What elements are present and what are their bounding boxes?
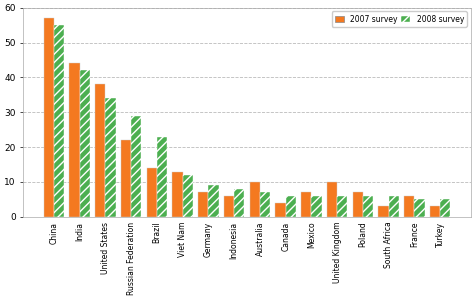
Bar xyxy=(157,137,167,217)
Bar xyxy=(105,98,116,217)
Bar xyxy=(276,203,285,217)
Bar xyxy=(121,140,131,217)
Bar xyxy=(415,199,425,217)
Bar xyxy=(440,199,450,217)
Bar xyxy=(172,172,183,217)
Bar xyxy=(95,84,105,217)
Bar xyxy=(183,175,193,217)
Bar xyxy=(250,182,260,217)
Bar xyxy=(363,196,373,217)
Bar xyxy=(80,71,90,217)
Bar xyxy=(337,196,348,217)
Bar xyxy=(285,196,296,217)
Bar xyxy=(209,185,219,217)
Bar xyxy=(430,206,440,217)
Bar xyxy=(131,116,142,217)
Bar xyxy=(147,168,157,217)
Legend: 2007 survey, 2008 survey: 2007 survey, 2008 survey xyxy=(332,11,467,27)
Bar xyxy=(54,25,64,217)
Bar xyxy=(352,193,363,217)
Bar xyxy=(301,193,312,217)
Bar xyxy=(224,196,234,217)
Bar xyxy=(379,206,389,217)
Bar xyxy=(234,189,245,217)
Bar xyxy=(69,63,80,217)
Bar xyxy=(389,196,399,217)
Bar xyxy=(327,182,337,217)
Bar xyxy=(44,18,54,217)
Bar xyxy=(312,196,322,217)
Bar xyxy=(198,193,209,217)
Bar xyxy=(404,196,415,217)
Bar xyxy=(260,193,270,217)
